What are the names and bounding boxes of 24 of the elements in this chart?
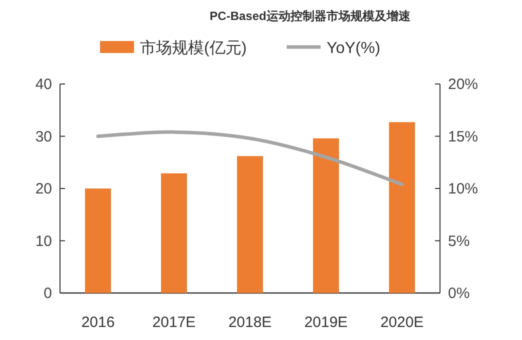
bar: [313, 138, 339, 293]
line-series: [96, 130, 404, 186]
y2-tick-label: 10%: [448, 180, 478, 198]
bar: [389, 122, 415, 293]
chart-title: PC-Based运动控制器市场规模及增速: [210, 9, 412, 23]
y-tick-label: 20: [35, 180, 52, 198]
y-tick-label: 0: [44, 285, 52, 302]
bar: [85, 188, 111, 293]
y2-tick-label: 20%: [448, 76, 478, 93]
bar: [161, 173, 187, 293]
y-tick-label: 30: [35, 128, 52, 146]
legend-label: YoY(%): [326, 40, 380, 57]
x-tick-label: 2016: [81, 314, 115, 331]
y2-tick-label: 0%: [448, 285, 470, 302]
y2-tick-label: 15%: [448, 128, 478, 146]
y-tick-label: 10: [35, 232, 52, 250]
x-tick-label: 2019E: [304, 314, 348, 331]
legend-label: 市场规模(亿元): [140, 39, 247, 57]
y2-tick-label: 5%: [448, 232, 470, 250]
x-tick-label: 2020E: [380, 314, 424, 331]
x-tick-label: 2017E: [152, 314, 196, 331]
y-tick-label: 40: [35, 76, 52, 93]
bar: [237, 156, 263, 293]
x-tick-label: 2018E: [228, 314, 272, 331]
